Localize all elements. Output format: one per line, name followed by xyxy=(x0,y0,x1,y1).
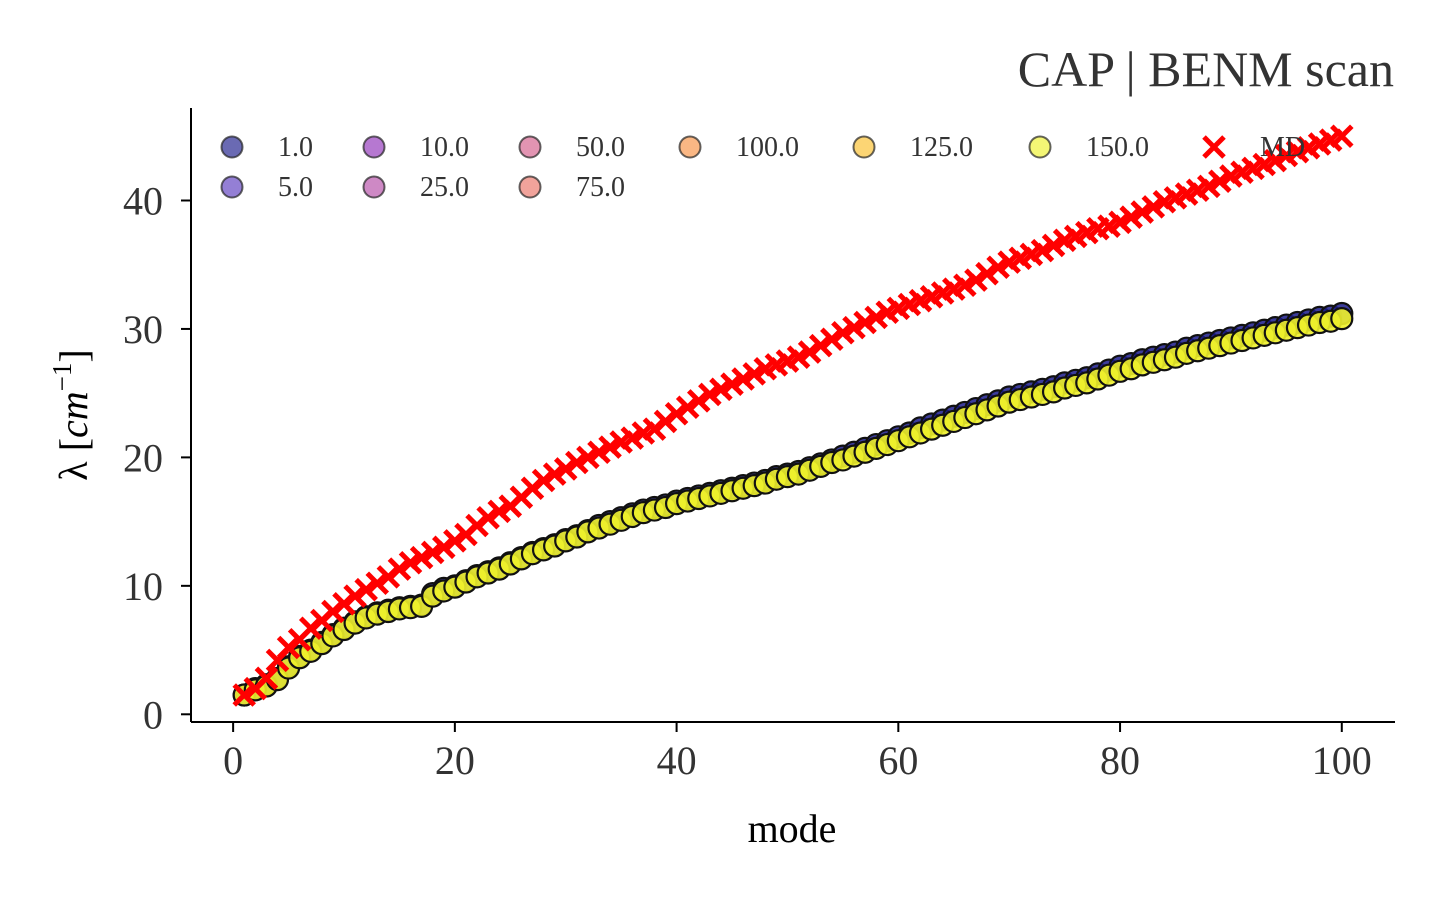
data-point xyxy=(1330,307,1354,331)
data-point-x xyxy=(387,557,412,581)
data-point-x xyxy=(443,529,467,553)
y-axis-ticks: 0 10 20 30 40 xyxy=(123,178,191,737)
legend-label: 25.0 xyxy=(420,172,469,203)
data-point-x xyxy=(820,327,844,351)
legend-item: 25.0 xyxy=(362,172,469,203)
x-tick-label: 60 xyxy=(878,738,918,783)
data-point-x xyxy=(343,584,367,608)
legend-marker xyxy=(518,135,542,159)
legend-item: 100.0 xyxy=(678,132,799,163)
chart-title: CAP | BENM scan xyxy=(1018,41,1394,97)
x-axis-ticks: 0 20 40 60 80 100 xyxy=(223,722,1372,783)
legend-marker xyxy=(518,175,542,199)
data-point-x xyxy=(531,468,556,493)
legend-label: 150.0 xyxy=(1086,132,1149,163)
legend-item: MD xyxy=(1202,132,1305,163)
data-point-x xyxy=(975,261,999,286)
legend-item: 50.0 xyxy=(518,132,625,163)
legend-item: 10.0 xyxy=(362,132,469,163)
axes xyxy=(190,108,1395,723)
y-axis-label-main: λ [ xyxy=(51,438,96,481)
y-tick-label: 10 xyxy=(123,564,163,609)
legend-label: 10.0 xyxy=(420,132,469,163)
data-point-x xyxy=(964,268,988,292)
data-point-x xyxy=(232,683,256,707)
data-point-x xyxy=(432,535,456,560)
y-tick-label: 40 xyxy=(123,178,163,223)
legend-item: 75.0 xyxy=(518,172,625,203)
x-tick-label: 20 xyxy=(435,738,475,783)
legend-label: MD xyxy=(1260,132,1305,163)
y-tick-label: 20 xyxy=(123,435,163,480)
x-axis-label: mode xyxy=(748,806,837,851)
legend-marker xyxy=(852,135,876,159)
legend-label: 5.0 xyxy=(278,172,313,203)
series-150-0 xyxy=(232,307,1354,707)
x-tick-label: 80 xyxy=(1100,738,1140,783)
y-tick-label: 30 xyxy=(123,307,163,352)
legend-marker xyxy=(220,175,244,199)
x-tick-label: 100 xyxy=(1312,738,1372,783)
legend-label: 125.0 xyxy=(910,132,973,163)
legend-item: 5.0 xyxy=(220,172,313,203)
data-point-x xyxy=(553,457,578,481)
data-point-x xyxy=(354,577,378,602)
data-point-x xyxy=(254,666,279,691)
data-point-x xyxy=(365,571,390,596)
y-axis-label-exponent: −1 xyxy=(47,363,77,392)
y-axis-label-close: ] xyxy=(51,349,96,362)
legend-marker xyxy=(1028,135,1052,159)
legend-item: 150.0 xyxy=(1028,132,1149,163)
legend-marker xyxy=(362,135,386,159)
data-point-x xyxy=(664,401,689,426)
legend: 1.0 5.0 10.0 25.0 50.0 75.0 100.0 125.0 150.0 MD xyxy=(220,132,1305,203)
legend-label: 50.0 xyxy=(576,132,625,163)
legend-marker xyxy=(678,135,702,159)
data-point-x xyxy=(686,389,711,413)
y-axis-label-unit: cm xyxy=(51,391,96,438)
y-tick-label: 0 xyxy=(143,692,163,737)
x-tick-label: 0 xyxy=(223,738,243,783)
data-point-x xyxy=(476,505,500,530)
plot-area xyxy=(232,124,1354,707)
x-tick-label: 40 xyxy=(657,738,697,783)
data-point-x xyxy=(1330,124,1354,149)
y-axis-label: λ [cm−1] xyxy=(47,349,96,480)
legend-marker xyxy=(1202,135,1226,159)
legend-item: 125.0 xyxy=(852,132,973,163)
legend-label: 75.0 xyxy=(576,172,625,203)
legend-marker xyxy=(362,175,386,199)
legend-marker xyxy=(220,135,244,159)
legend-label: 100.0 xyxy=(736,132,799,163)
data-point-x xyxy=(675,395,700,420)
data-point-x xyxy=(797,340,822,364)
legend-label: 1.0 xyxy=(278,132,313,163)
series-md xyxy=(232,124,1354,707)
legend-item: 1.0 xyxy=(220,132,313,163)
data-point-x xyxy=(808,333,833,358)
